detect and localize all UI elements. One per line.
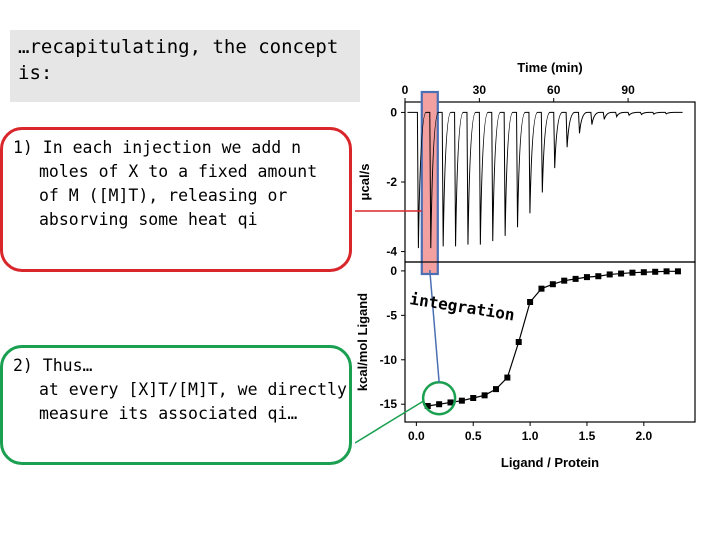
bottom-x-tick-label-1: 0.5 [465,429,482,443]
data-point-18 [629,269,636,276]
bottom-y-tick-label-0: 0 [390,264,397,278]
box1-line-3: of M ([M]T), releasing or [39,186,288,205]
box2-line-2: at every [X]T/[M]T, we directly [39,380,347,399]
data-point-4 [470,395,477,401]
slide-title: …recapitulating, the concept is: [10,30,360,102]
data-point-16 [606,271,613,278]
data-point-2 [447,399,454,406]
top-y-tick-label-0: 0 [390,105,397,119]
data-point-9 [527,299,534,305]
bottom-x-axis-label: Ligand / Protein [501,455,599,470]
bottom-x-tick-label-2: 1.0 [522,429,539,443]
bottom-y-tick-label-2: -10 [380,353,398,367]
bottom-plot-frame [404,261,696,423]
fit-curve [427,270,678,407]
integration-label: integration [408,289,516,324]
box2-line-3: measure its associated qi… [39,404,298,423]
heat-trace [407,111,683,249]
data-point-20 [652,268,659,275]
top-x-axis-label: Time (min) [517,60,583,75]
top-y-axis-label: μcal/s [357,164,372,201]
box1-line-2: moles of X to a fixed amount [39,162,318,181]
data-point-10 [538,285,545,292]
bottom-x-tick-label-3: 1.5 [579,429,596,443]
data-point-5 [481,392,488,399]
data-point-15 [595,273,602,280]
data-point-12 [561,277,568,284]
top-x-tick-label-3: 90 [621,83,635,97]
highlight-point-circle [421,380,457,416]
data-point-8 [515,339,522,345]
bottom-y-tick-label-3: -15 [380,397,398,411]
data-point-3 [458,397,465,404]
bottom-x-tick-label-0: 0.0 [408,429,425,443]
data-point-0 [424,403,431,409]
itc-chart: 0 30 60 90 Time (min) 0 -2 -4 μcal/s 0.0 0.5 1.0 1.5… [355,60,696,470]
top-y-tick-label-1: -2 [386,175,397,189]
data-point-17 [618,270,625,277]
top-x-tick-label-2: 60 [547,83,561,97]
top-x-tick-label-1: 30 [473,83,487,97]
data-point-1 [436,401,443,408]
data-point-22 [674,268,681,275]
box1-line-1: 1) In each injection we add n [13,138,302,157]
bottom-x-tick-label-4: 2.0 [635,429,652,443]
top-y-tick-label-2: -4 [386,245,397,259]
box2-line-1: 2) Thus… [13,356,93,375]
data-point-13 [572,275,579,282]
bottom-y-tick-label-1: -5 [386,308,397,322]
data-point-19 [640,269,647,276]
bottom-y-axis-label: kcal/mol Ligand [355,293,370,391]
data-point-11 [549,281,556,288]
top-plot-frame [404,101,696,263]
concept-box-1: 1) In each injection we add n moles of X… [0,127,352,272]
data-point-21 [663,268,670,275]
green-connector-line [355,400,424,444]
blue-connector-line [429,269,440,383]
data-point-6 [492,386,499,393]
data-point-14 [583,274,590,281]
top-x-tick-label-0: 0 [402,83,409,97]
box1-line-4: absorving some heat qi [39,210,258,229]
data-point-7 [504,374,511,381]
concept-box-2: 2) Thus… at every [X]T/[M]T, we directly… [0,345,352,465]
